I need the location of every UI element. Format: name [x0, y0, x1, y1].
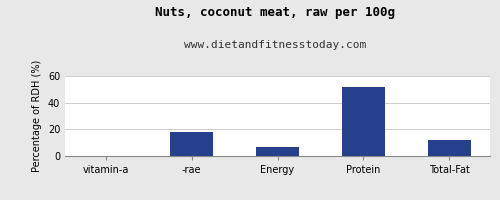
- Bar: [428, 140, 470, 156]
- Text: Nuts, coconut meat, raw per 100g: Nuts, coconut meat, raw per 100g: [155, 6, 395, 19]
- Text: www.dietandfitnesstoday.com: www.dietandfitnesstoday.com: [184, 40, 366, 50]
- Y-axis label: Percentage of RDH (%): Percentage of RDH (%): [32, 60, 42, 172]
- Bar: [342, 87, 385, 156]
- Bar: [256, 147, 299, 156]
- Bar: [170, 132, 213, 156]
